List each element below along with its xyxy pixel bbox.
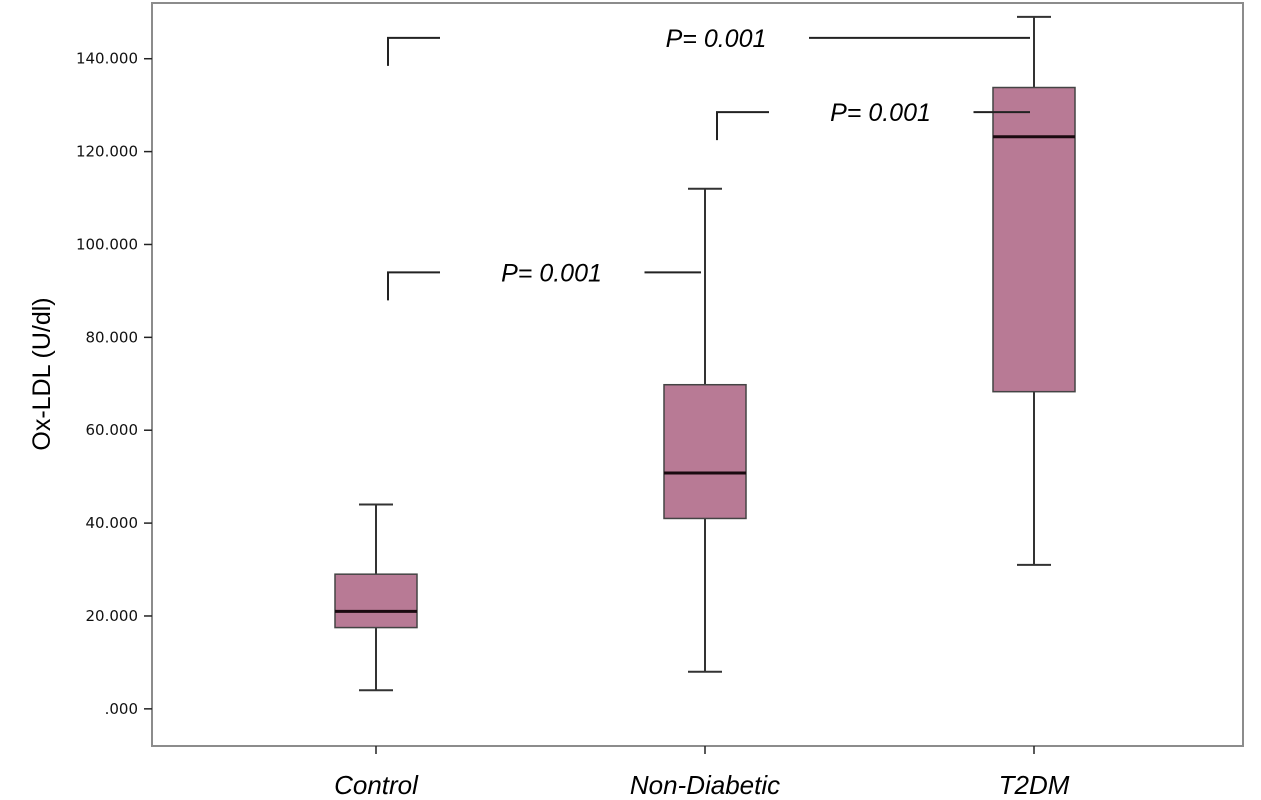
y-tick-label: 60.000: [86, 421, 139, 439]
p-value-label: P= 0.001: [830, 99, 931, 127]
y-axis-ticks: .000 20.000 40.000 60.000 80.000 100.000 120.0…: [76, 50, 152, 718]
y-tick-label: .000: [105, 700, 138, 718]
p-value-label: P= 0.001: [666, 25, 767, 53]
y-tick-label: 120.000: [76, 143, 138, 161]
y-tick-label: 40.000: [86, 514, 139, 532]
p-value-annotation: P= 0.001: [716, 99, 1030, 141]
y-tick-label: 140.000: [76, 50, 138, 68]
bracket-left: [387, 36, 440, 66]
p-value-label: P= 0.001: [501, 259, 602, 287]
significance-annotations: P= 0.001 P= 0.001 P= 0.001: [387, 25, 1030, 301]
box-t2dm: [992, 15, 1076, 566]
x-tick-label: T2DM: [999, 770, 1070, 800]
y-tick-label: 80.000: [86, 328, 139, 346]
y-axis-label: Ox-LDL (U/dl): [28, 297, 56, 450]
iqr-box: [663, 383, 747, 520]
p-value-annotation: P= 0.001: [387, 259, 701, 301]
x-tick-label: Control: [334, 770, 419, 800]
box-series: [334, 15, 1076, 692]
y-tick-label: 100.000: [76, 235, 138, 253]
plot-frame: [151, 2, 1244, 747]
x-tick-label: Non-Diabetic: [630, 770, 780, 800]
x-axis-ticks: Control Non-Diabetic T2DM: [334, 746, 1070, 800]
bracket-left: [716, 111, 769, 141]
box-control: [334, 503, 418, 692]
p-value-annotation: P= 0.001: [387, 25, 1030, 66]
bracket-left: [387, 271, 440, 301]
box-non-diabetic: [663, 187, 747, 673]
iqr-box: [334, 573, 418, 629]
y-tick-label: 20.000: [86, 607, 139, 625]
iqr-box: [992, 86, 1076, 393]
